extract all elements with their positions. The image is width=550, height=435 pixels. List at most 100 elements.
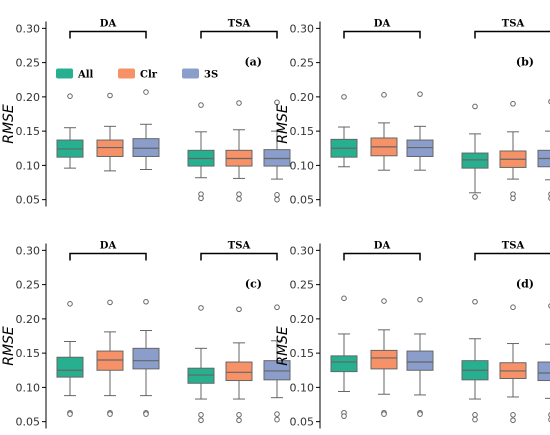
box-tsa-3s	[263, 149, 291, 167]
box-da-3s	[406, 350, 434, 371]
panel-label: (d)	[516, 278, 534, 291]
y-tick-label: 0.15	[290, 347, 315, 360]
outlier-point-tsa-all	[472, 103, 478, 110]
y-axis-label: RMSE	[275, 326, 291, 366]
group-bracket-da	[343, 30, 421, 39]
outlier-point-da-3s	[417, 411, 423, 417]
box-da-clr	[96, 139, 124, 157]
y-axis-label: RMSE	[275, 104, 291, 144]
outlier-point-tsa-clr	[510, 417, 516, 424]
y-tick-label: 0.30	[16, 244, 41, 257]
box-da-all	[56, 356, 84, 378]
outlier-point-tsa-clr	[236, 411, 242, 418]
group-bracket-da	[343, 252, 421, 261]
outlier-point-tsa-all	[198, 417, 204, 424]
y-tick-label: 0.05	[16, 194, 41, 207]
outlier-point-da-all	[67, 411, 73, 417]
panel-label: (a)	[244, 56, 262, 69]
outlier-point-da-clr	[107, 299, 113, 306]
box-tsa-all	[187, 367, 215, 384]
y-axis-label: RMSE	[1, 326, 17, 366]
outlier-point-tsa-clr	[510, 195, 516, 202]
box-da-3s	[132, 347, 160, 370]
group-label-da: DA	[100, 241, 117, 252]
outlier-point-tsa-3s	[274, 411, 280, 417]
outlier-point-da-3s	[143, 89, 149, 95]
outlier-point-da-clr	[381, 92, 387, 98]
outlier-point-da-all	[67, 300, 73, 307]
group-bracket-tsa	[474, 252, 550, 261]
outlier-point-tsa-clr	[236, 417, 242, 424]
group-label-da: DA	[374, 19, 391, 30]
box-tsa-3s	[263, 360, 291, 381]
outlier-point-tsa-all	[198, 195, 204, 202]
y-tick-label: 0.10	[16, 159, 41, 172]
y-tick-label: 0.25	[290, 57, 315, 70]
outlier-point-da-clr	[107, 411, 113, 417]
legend-label-3s: 3S	[204, 70, 218, 81]
y-tick-label: 0.25	[16, 279, 41, 292]
y-tick-label: 0.10	[290, 381, 315, 394]
outlier-point-tsa-all	[198, 411, 204, 418]
legend-label-clr: Clr	[140, 70, 158, 81]
y-tick-label: 0.20	[290, 91, 315, 104]
group-bracket-tsa	[474, 30, 550, 39]
legend-swatch-clr	[118, 68, 135, 79]
box-da-3s	[406, 139, 434, 157]
legend-swatch-all	[56, 68, 73, 79]
outlier-point-tsa-3s	[274, 99, 280, 106]
y-tick-label: 0.30	[290, 244, 315, 257]
legend-label-all: All	[77, 70, 94, 81]
outlier-point-da-3s	[143, 298, 149, 305]
box-da-3s	[132, 138, 160, 157]
outlier-point-da-all	[341, 413, 347, 419]
outlier-point-da-3s	[143, 411, 149, 417]
outlier-point-tsa-all	[472, 416, 478, 423]
y-tick-label: 0.20	[16, 91, 41, 104]
outlier-point-tsa-3s	[274, 416, 280, 423]
box-tsa-all	[461, 152, 489, 169]
y-tick-label: 0.10	[290, 159, 315, 172]
y-tick-label: 0.10	[16, 381, 41, 394]
group-label-tsa: TSA	[502, 19, 525, 30]
outlier-point-tsa-clr	[510, 100, 516, 107]
outlier-point-tsa-all	[472, 194, 478, 200]
y-tick-label: 0.20	[16, 313, 41, 326]
box-tsa-3s	[537, 361, 550, 382]
y-tick-label: 0.05	[290, 194, 315, 207]
outlier-point-tsa-3s	[274, 304, 280, 311]
outlier-point-da-3s	[417, 296, 423, 303]
box-da-clr	[370, 349, 398, 370]
outlier-point-tsa-3s	[274, 196, 280, 203]
y-tick-label: 0.15	[16, 347, 41, 360]
outlier-point-da-all	[341, 295, 347, 302]
group-label-tsa: TSA	[228, 241, 251, 252]
outlier-point-tsa-all	[198, 305, 204, 311]
outlier-point-tsa-clr	[510, 411, 516, 418]
y-tick-label: 0.05	[16, 416, 41, 429]
outlier-point-da-clr	[107, 92, 113, 99]
outlier-point-tsa-clr	[236, 196, 242, 202]
y-tick-label: 0.25	[16, 57, 41, 70]
outlier-point-tsa-clr	[236, 306, 242, 313]
outlier-point-tsa-3s	[274, 192, 280, 198]
y-tick-label: 0.25	[290, 279, 315, 292]
y-tick-label: 0.05	[290, 416, 315, 429]
y-tick-label: 0.20	[290, 313, 315, 326]
group-label-da: DA	[374, 241, 391, 252]
outlier-point-tsa-clr	[236, 100, 242, 106]
group-label-tsa: TSA	[502, 241, 525, 252]
panel-label: (b)	[516, 56, 534, 69]
legend-swatch-3s	[182, 68, 199, 79]
group-bracket-tsa	[200, 30, 278, 39]
box-da-all	[330, 355, 358, 373]
outlier-point-tsa-all	[198, 102, 204, 108]
outlier-point-tsa-all	[472, 298, 478, 305]
y-tick-label: 0.30	[16, 22, 41, 35]
box-tsa-clr	[225, 361, 253, 382]
outlier-point-da-3s	[417, 91, 423, 97]
group-bracket-tsa	[200, 252, 278, 261]
outlier-point-tsa-all	[472, 411, 478, 418]
outlier-point-da-all	[67, 93, 73, 99]
